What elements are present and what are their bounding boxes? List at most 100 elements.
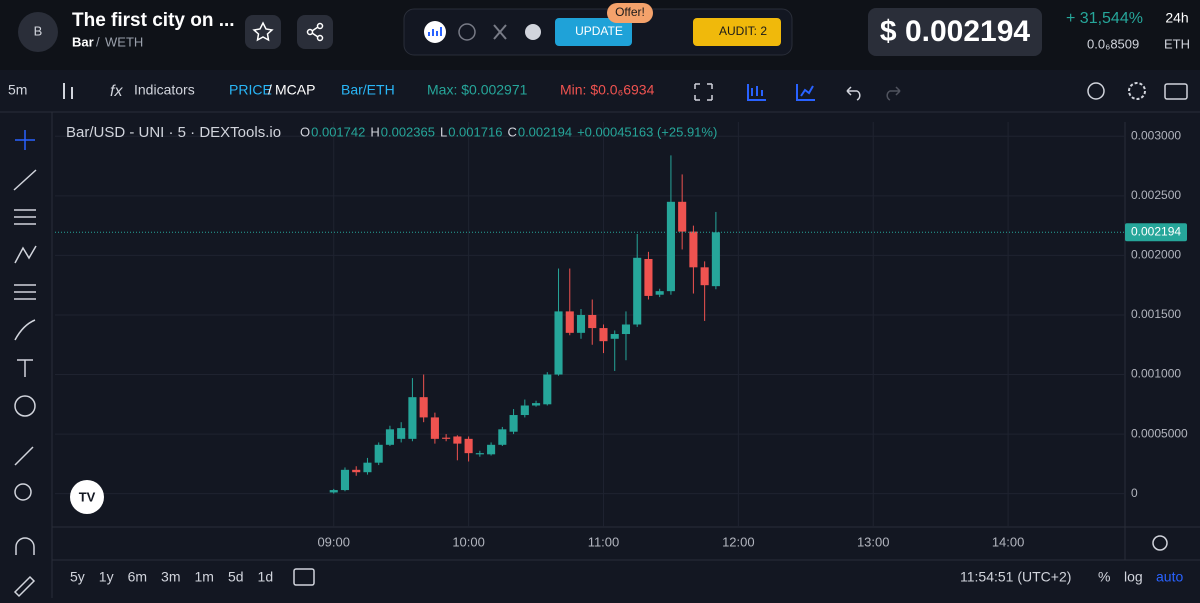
legend-key: O (300, 124, 310, 139)
candle-type-icon[interactable] (63, 83, 73, 99)
link-icon-mark (428, 27, 442, 36)
goto-date[interactable] (293, 568, 315, 586)
range-button[interactable]: 5y (70, 569, 85, 585)
candle-body (408, 397, 417, 439)
pair-sep: / (96, 34, 100, 49)
camera-icon[interactable] (1164, 83, 1188, 100)
pair-toggle[interactable]: Bar/ETH (341, 82, 395, 98)
x-tick-label: 10:00 (452, 534, 485, 549)
legend-change: +0.00045163 (+25.91%) (577, 124, 717, 139)
chart-icon-2[interactable] (796, 84, 815, 101)
percent-toggle[interactable]: % (1098, 569, 1110, 585)
fx-icon: fx (110, 83, 123, 100)
token-title[interactable]: The first city on ... (72, 10, 235, 31)
audit-button[interactable] (693, 18, 781, 46)
pair-base: Bar (72, 34, 94, 49)
avatar-letter: B (34, 23, 43, 38)
log-toggle[interactable]: log (1124, 569, 1143, 585)
offer-label: Offer! (615, 5, 645, 19)
drawing-tools[interactable] (13, 130, 37, 598)
candle-body (554, 311, 563, 375)
candle-body (711, 232, 720, 287)
link-icon[interactable] (424, 21, 446, 43)
range-button[interactable]: 1m (195, 569, 214, 585)
x-tick-label: 11:00 (588, 534, 620, 549)
candle-body (453, 436, 462, 444)
candle-body (621, 324, 631, 335)
favorite-button[interactable] (245, 15, 281, 49)
x-tick-label: 09:00 (317, 534, 350, 549)
candle-body (464, 438, 473, 454)
legend-value: 0.001716 (448, 124, 502, 139)
candle-body (475, 453, 484, 455)
candle-body (430, 417, 439, 439)
range-button[interactable]: 3m (161, 569, 180, 585)
share-button[interactable] (297, 15, 333, 49)
price: $ 0.002194 (880, 15, 1030, 48)
y-tick-label: 0.0005000 (1131, 426, 1188, 440)
range-button[interactable]: 5d (228, 569, 244, 585)
settings-icon[interactable] (1128, 82, 1146, 100)
candle-body (633, 257, 642, 325)
range-button[interactable]: 1y (99, 569, 114, 585)
candle-body (419, 397, 428, 418)
legend-key: L (440, 124, 447, 139)
auto-toggle[interactable]: auto (1156, 569, 1183, 585)
candle-body (520, 405, 529, 416)
range-button[interactable]: 6m (128, 569, 147, 585)
tv-logo-mark: TV (79, 489, 96, 504)
legend-value: 0.002194 (518, 124, 572, 139)
more-icon[interactable] (525, 24, 541, 40)
indicators[interactable]: Indicators (134, 82, 195, 98)
chart-icon[interactable] (747, 84, 766, 101)
range-button[interactable]: 1d (258, 569, 274, 585)
legend-key: C (507, 124, 516, 139)
fullscreen-icon[interactable] (694, 83, 713, 101)
undo-icon[interactable] (846, 86, 861, 101)
y-tick-label: 0.001500 (1131, 307, 1181, 321)
offer-badge (607, 3, 653, 23)
candle-body (678, 201, 687, 232)
last-price-label: 0.002194 (1131, 224, 1181, 238)
candle-body (655, 291, 664, 295)
mcap-toggle[interactable]: MCAP (275, 82, 315, 98)
candle-body (700, 267, 709, 286)
x-tick-label: 14:00 (992, 534, 1025, 549)
candle-body (610, 334, 619, 339)
candle-body (543, 374, 552, 405)
audit-label: AUDIT: 2 (719, 24, 767, 38)
axis-settings[interactable] (1152, 535, 1168, 551)
max-price: Max: $0.002971 (427, 82, 528, 98)
x-tick-label: 13:00 (857, 534, 890, 549)
candle-body (666, 201, 675, 292)
candle-body (565, 311, 574, 333)
candle-body (352, 469, 361, 473)
tv-logo[interactable] (70, 480, 104, 514)
share-icon (306, 22, 324, 42)
candle-body (340, 469, 350, 491)
legend-symbol: Bar/USD - UNI · 5 · DEXTools.io (66, 124, 281, 141)
candle-body (689, 231, 698, 268)
min-price: Min: $0.0₆6934 (560, 82, 655, 98)
update-button[interactable] (555, 18, 632, 46)
avatar (18, 12, 58, 52)
last-price-tag (1125, 223, 1187, 242)
x-icon[interactable] (493, 24, 507, 40)
candle-body (374, 444, 383, 463)
web-icon[interactable] (458, 23, 476, 41)
legend-key: H (370, 124, 379, 139)
y-tick-label: 0.003000 (1131, 128, 1181, 142)
redo-icon (886, 86, 901, 101)
candle-body (599, 328, 608, 342)
price-toggle[interactable]: PRICE (229, 82, 272, 98)
candle-body (329, 490, 338, 493)
candle-body (498, 429, 507, 445)
y-tick-label: 0.002500 (1131, 188, 1181, 202)
star-icon (252, 21, 274, 42)
legend-value: 0.002365 (381, 124, 435, 139)
alert-icon[interactable] (1087, 82, 1105, 100)
interval[interactable]: 5m (8, 82, 27, 98)
toggle-sep: / (268, 82, 272, 98)
grid (55, 122, 1125, 527)
